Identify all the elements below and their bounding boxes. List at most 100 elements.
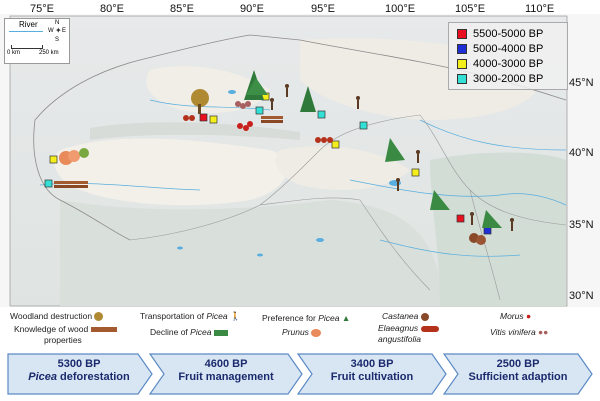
prunus-icon — [59, 150, 80, 165]
map-symbols — [54, 70, 514, 245]
site-marker — [255, 106, 264, 115]
legend-label: 5000-4000 BP — [473, 42, 544, 55]
lon-label: 95°E — [311, 3, 335, 15]
picea-tree-icon — [244, 70, 268, 100]
person-icon — [356, 96, 360, 109]
timeline-label: Fruit cultivation — [330, 371, 414, 383]
sites — [44, 92, 492, 235]
legend-elaeagnus: Elaeagnus — [378, 323, 439, 333]
river-legend-label: River — [19, 20, 38, 29]
lake-3 — [177, 246, 183, 250]
legend-woodland: Woodland destruction — [10, 311, 104, 322]
river-5 — [419, 119, 567, 151]
legend-knowledge-2: properties — [44, 335, 82, 345]
border-3 — [129, 197, 361, 241]
timeline-label: Picea deforestation — [28, 371, 130, 383]
picea-tree-icon — [430, 190, 450, 210]
person-icon — [470, 212, 474, 225]
timeline-year: 3400 BP — [350, 358, 394, 370]
castanea-icon — [420, 312, 429, 321]
compass-icon: ✦ — [55, 26, 62, 35]
timeline-year: 2500 BP — [496, 358, 540, 370]
legend-swatch — [457, 58, 467, 69]
longitude-labels: 75°E 80°E 85°E 90°E 95°E 100°E 105°E 110… — [30, 3, 554, 15]
lon-label: 100°E — [385, 3, 415, 15]
wood-knowledge-icon — [261, 116, 283, 123]
elaeagnus-icon — [183, 115, 195, 121]
qaidam-basin — [275, 146, 410, 190]
border-4 — [259, 114, 421, 206]
chevron-4 — [442, 353, 593, 395]
morus-icon: ● — [526, 311, 532, 321]
picea-icon: ▲ — [341, 313, 351, 323]
compass-east: E — [62, 28, 67, 34]
vitis-icon: ●● — [538, 327, 549, 337]
tibet-plateau — [60, 200, 440, 306]
timeline-label: Sufficient adaption — [468, 371, 568, 383]
legend-swatch — [457, 43, 467, 54]
legend-swatch — [457, 28, 467, 39]
elaeagnus-icon — [420, 325, 439, 332]
chevron-2 — [148, 353, 303, 395]
tarim-basin — [54, 138, 288, 206]
timeline-step-1: 5300 BP Picea deforestation — [14, 358, 144, 384]
border-7 — [359, 199, 431, 291]
timeline-chevrons — [7, 353, 593, 395]
site-marker — [359, 121, 368, 130]
timeline-step-2: 4600 BP Fruit management — [162, 358, 290, 384]
legend-transport: Transportation of Picea 🚶 — [140, 311, 241, 321]
scale-bar — [11, 45, 43, 49]
legend-swatch — [457, 73, 467, 84]
scale-box: River 0 km 250 km N S W E ✦ — [4, 18, 70, 64]
timeline-label: Fruit management — [178, 371, 274, 383]
picea-tree-icon — [300, 86, 316, 112]
decline-icon — [213, 329, 228, 336]
legend-preference: Preference for Picea ▲ — [262, 313, 351, 323]
legend-row-4: 3000-2000 BP — [457, 72, 543, 85]
site-marker — [331, 140, 340, 149]
compass-west: W — [48, 28, 54, 34]
timeline-year: 5300 BP — [57, 358, 101, 370]
plank-icon — [90, 327, 117, 333]
lat-label: 40°N — [569, 147, 594, 159]
chevron-1 — [7, 353, 153, 395]
site-marker — [209, 115, 218, 124]
legend-castanea: Castanea — [382, 311, 429, 321]
person-icon — [285, 84, 289, 97]
symbol-legend: Woodland destruction Knowledge of wood p… — [0, 307, 600, 349]
person-icon — [416, 150, 420, 163]
lon-label: 105°E — [455, 3, 485, 15]
lake-4 — [257, 253, 263, 257]
legend-label: 4000-3000 BP — [473, 57, 544, 70]
site-marker — [456, 214, 465, 223]
timeline-step-3: 3400 BP Fruit cultivation — [308, 358, 436, 384]
timeline-year: 4600 BP — [204, 358, 248, 370]
lon-label: 75°E — [30, 3, 54, 15]
lon-label: 90°E — [240, 3, 264, 15]
legend-decline: Decline of Picea — [150, 327, 228, 337]
compass-south: S — [55, 37, 60, 43]
legend-knowledge: Knowledge of wood — [14, 324, 117, 334]
lat-label: 30°N — [569, 290, 594, 302]
person-icon — [270, 98, 274, 110]
lake-2 — [228, 90, 236, 94]
castanea-icon — [469, 233, 486, 245]
lon-label: 85°E — [170, 3, 194, 15]
scale-label-max: 250 km — [39, 50, 59, 56]
site-marker — [44, 179, 53, 188]
legend-elaeagnus-2: angustifolia — [378, 334, 422, 344]
legend-row-3: 4000-3000 BP — [457, 57, 543, 70]
person-icon — [396, 178, 400, 191]
legend-row-1: 5500-5000 BP — [457, 27, 543, 40]
chevron-3 — [296, 353, 447, 395]
prunus-icon — [311, 328, 322, 337]
river-legend-line — [9, 31, 43, 32]
person-icon: 🚶 — [229, 311, 241, 321]
lat-label: 35°N — [569, 219, 594, 231]
picea-tree-icon — [385, 138, 405, 162]
morus-icon — [237, 121, 253, 131]
legend-prunus: Prunus — [282, 327, 322, 337]
latitude-labels: 45°N 40°N 35°N 30°N — [569, 77, 594, 302]
wood-knowledge-icon — [54, 181, 88, 188]
lake-5 — [316, 238, 324, 242]
